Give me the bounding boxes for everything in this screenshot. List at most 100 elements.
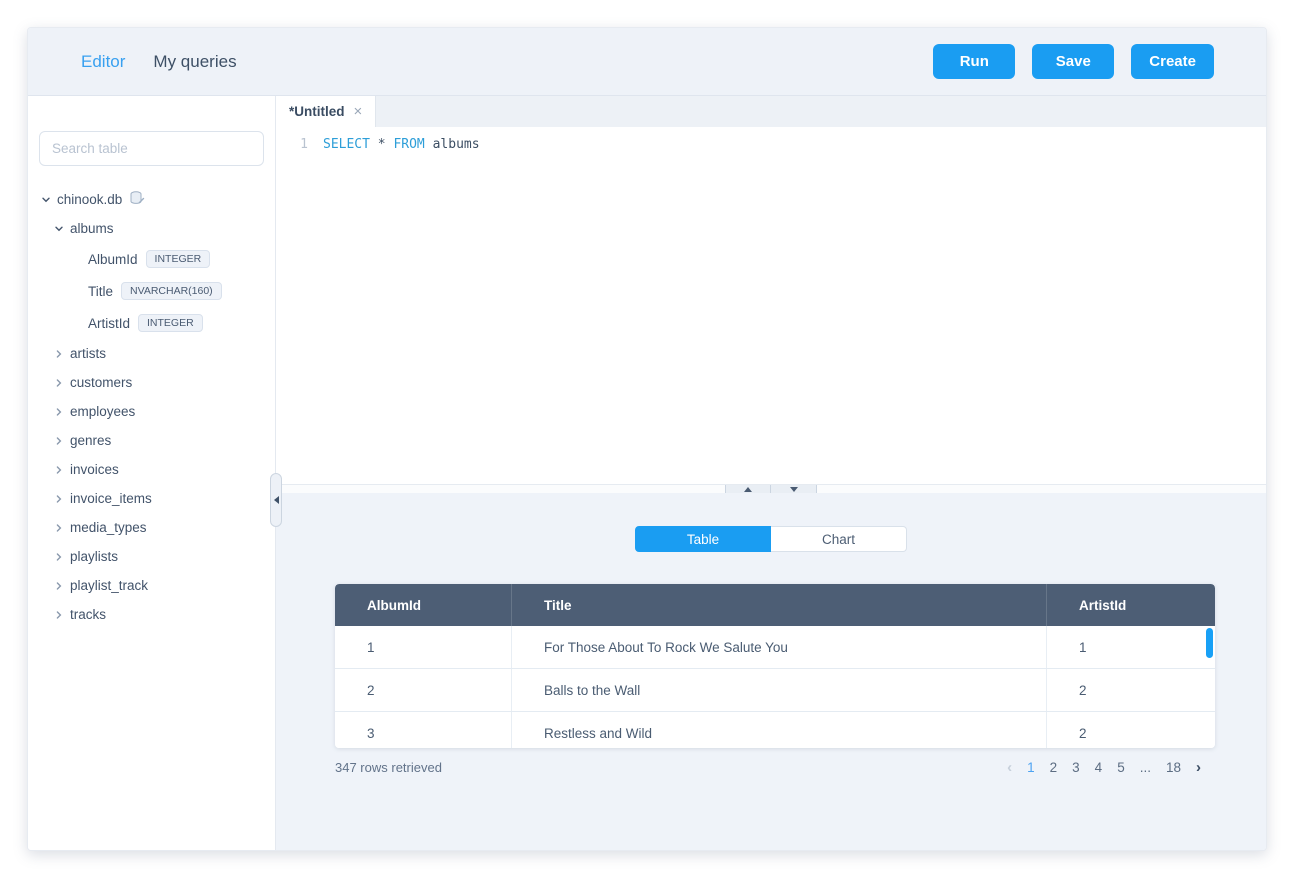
- column-name: ArtistId: [88, 315, 131, 331]
- sidebar: chinook.db albums: [28, 96, 282, 850]
- database-icon: [129, 191, 145, 208]
- table-name: albums: [70, 221, 114, 236]
- table-cell: 2: [1046, 669, 1215, 711]
- page-button-2[interactable]: 2: [1049, 760, 1058, 775]
- tree-item-table[interactable]: customers: [28, 368, 275, 397]
- main-nav: Editor My queries: [81, 52, 237, 72]
- header-buttons: Run Save Create: [933, 44, 1214, 79]
- prev-page-button[interactable]: ‹: [1007, 759, 1013, 776]
- chevron-right-icon: [54, 552, 64, 562]
- tree-item-table-albums[interactable]: albums: [28, 214, 275, 243]
- table-name: playlists: [70, 549, 119, 564]
- sql-editor[interactable]: 1 SELECT * FROM albums: [276, 127, 1266, 484]
- chevron-right-icon: [54, 523, 64, 533]
- table-cell: Restless and Wild: [511, 712, 1046, 748]
- column-type-badge: INTEGER: [145, 249, 211, 269]
- page-button-18[interactable]: 18: [1165, 760, 1181, 775]
- app-window: Editor My queries Run Save Create chinoo…: [27, 27, 1267, 851]
- vertical-scrollbar-thumb[interactable]: [1206, 628, 1213, 658]
- tree-item-table[interactable]: invoice_items: [28, 484, 275, 513]
- table-cell: For Those About To Rock We Salute You: [511, 626, 1046, 668]
- table-cell: 2: [1046, 712, 1215, 748]
- editor-tab-bar: *Untitled ×: [276, 96, 1266, 127]
- next-page-button[interactable]: ›: [1196, 759, 1201, 776]
- page-button-5[interactable]: 5: [1117, 760, 1125, 775]
- results-table-header: AlbumId Title ArtistId: [335, 584, 1215, 626]
- tree-item-table[interactable]: artists: [28, 339, 275, 368]
- chevron-right-icon: [54, 436, 64, 446]
- results-table-body: 1 For Those About To Rock We Salute You 1 2…: [335, 626, 1215, 748]
- results-table: AlbumId Title ArtistId 1 For Those About To…: [335, 584, 1215, 748]
- code-line: 1 SELECT * FROM albums: [276, 135, 1266, 155]
- table-cell: 1: [367, 639, 375, 655]
- table-name: invoices: [70, 462, 119, 477]
- chevron-right-icon: [54, 407, 64, 417]
- tree-item-database[interactable]: chinook.db: [28, 185, 275, 214]
- pagination-ellipsis: ...: [1139, 760, 1151, 775]
- view-toggle: Table Chart: [635, 526, 907, 552]
- table-name: invoice_items: [70, 491, 152, 506]
- chevron-right-icon: [54, 349, 64, 359]
- tree-item-table[interactable]: employees: [28, 397, 275, 426]
- column-header-title[interactable]: Title: [511, 584, 1046, 626]
- table-cell: Balls to the Wall: [511, 669, 1046, 711]
- close-icon[interactable]: ×: [353, 103, 363, 120]
- toggle-table[interactable]: Table: [635, 526, 771, 552]
- database-name: chinook.db: [57, 192, 123, 207]
- pagination: ‹ 1 2 3 4 5... 18 ›: [1004, 757, 1204, 778]
- table-name: media_types: [70, 520, 147, 535]
- table-row: 1 For Those About To Rock We Salute You 1: [335, 626, 1215, 669]
- column-header-albumid[interactable]: AlbumId: [367, 597, 421, 613]
- save-button[interactable]: Save: [1032, 44, 1115, 79]
- line-number: 1: [300, 137, 308, 152]
- tree-item-table[interactable]: invoices: [28, 455, 275, 484]
- tree-item-column[interactable]: ArtistId INTEGER: [28, 307, 275, 339]
- table-cell: 3: [367, 725, 375, 741]
- triangle-down-icon: [789, 486, 798, 492]
- column-name: AlbumId: [88, 251, 138, 267]
- chevron-down-icon: [41, 195, 51, 205]
- chevron-right-icon: [54, 465, 64, 475]
- chevron-right-icon: [54, 378, 64, 388]
- table-cell: 2: [367, 682, 375, 698]
- create-button[interactable]: Create: [1131, 44, 1214, 79]
- tab-untitled[interactable]: *Untitled ×: [276, 96, 377, 127]
- page-button-4[interactable]: 4: [1094, 760, 1103, 775]
- column-type-badge: INTEGER: [138, 313, 203, 333]
- triangle-up-icon: [744, 486, 752, 492]
- column-list: AlbumId INTEGER Title NVARCHAR(160) Arti…: [28, 243, 275, 339]
- search-input[interactable]: [39, 131, 264, 166]
- nav-editor[interactable]: Editor: [81, 51, 126, 71]
- tree-item-table[interactable]: tracks: [28, 600, 275, 629]
- chevron-right-icon: [54, 610, 64, 620]
- table-name: tracks: [70, 607, 107, 622]
- table-name: employees: [70, 404, 136, 419]
- nav-my-queries[interactable]: My queries: [153, 51, 237, 71]
- tree-item-table[interactable]: genres: [28, 426, 275, 455]
- tree-item-table[interactable]: media_types: [28, 513, 275, 542]
- sidebar-collapse-handle[interactable]: [270, 473, 282, 527]
- toggle-chart[interactable]: Chart: [771, 526, 907, 552]
- tab-title: *Untitled: [289, 104, 345, 119]
- column-type-badge: NVARCHAR(160): [121, 281, 222, 301]
- tree-item-table[interactable]: playlists: [28, 542, 275, 571]
- table-cell: 1: [1046, 626, 1215, 668]
- app-header: Editor My queries Run Save Create: [28, 28, 1266, 96]
- page-button-3[interactable]: 3: [1072, 760, 1080, 775]
- table-row: 2 Balls to the Wall 2: [335, 669, 1215, 712]
- pane-splitter[interactable]: [276, 484, 1266, 494]
- results-footer: 347 rows retrieved ‹ 1 2 3 4 5... 18 ›: [335, 757, 1204, 778]
- results-panel: Table Chart AlbumId Title ArtistId 1 For Th…: [276, 493, 1266, 850]
- page-button-1[interactable]: 1: [1027, 760, 1035, 775]
- run-button[interactable]: Run: [933, 44, 1016, 79]
- collapse-left-icon: [273, 496, 279, 504]
- code-text: SELECT * FROM albums: [323, 137, 480, 152]
- row-count-status: 347 rows retrieved: [335, 760, 442, 775]
- tree-item-column[interactable]: AlbumId INTEGER: [28, 243, 275, 275]
- tree-item-column[interactable]: Title NVARCHAR(160): [28, 275, 275, 307]
- column-header-artistid[interactable]: ArtistId: [1046, 584, 1215, 626]
- schema-tree: chinook.db albums: [28, 166, 275, 629]
- tree-item-table[interactable]: playlist_track: [28, 571, 275, 600]
- table-name: genres: [70, 433, 112, 448]
- chevron-right-icon: [54, 581, 64, 591]
